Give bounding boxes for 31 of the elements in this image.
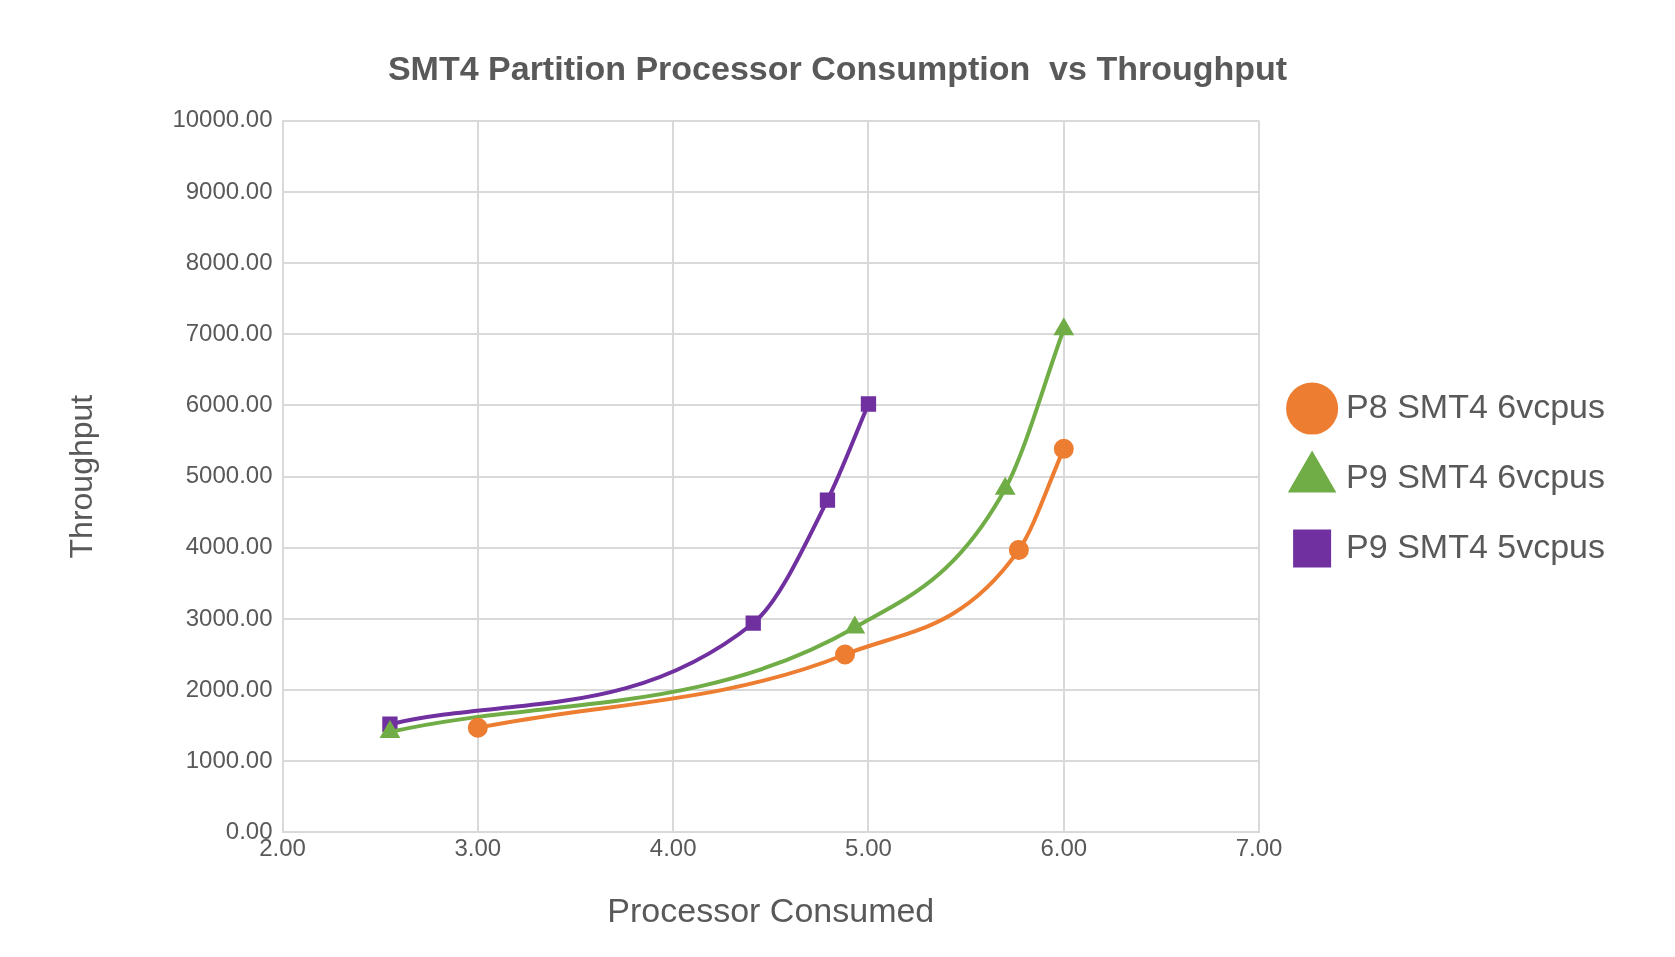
y-tick-label: 6000.00 xyxy=(185,390,273,418)
x-tick-label: 6.00 xyxy=(1040,834,1088,862)
y-tick-label: 10000.00 xyxy=(172,105,273,133)
point xyxy=(845,617,864,634)
y-tick-label: 2000.00 xyxy=(185,674,273,702)
point xyxy=(1054,319,1073,336)
x-tick-label: 4.00 xyxy=(649,834,697,862)
legend-label: P9 SMT4 6vcpus xyxy=(1346,456,1606,495)
point xyxy=(467,717,488,738)
y-tick-label: 1000.00 xyxy=(185,745,273,773)
y-tick-label: 3000.00 xyxy=(185,603,273,631)
y-tick-label: 7000.00 xyxy=(185,318,273,346)
point xyxy=(745,615,761,631)
chart-title: SMT4 Partition Processor Consumption vs Throughput xyxy=(387,48,1288,87)
point xyxy=(819,492,836,508)
x-axis-title: Processor Consumed xyxy=(607,890,935,929)
point xyxy=(381,722,399,739)
point xyxy=(1053,438,1074,459)
x-tick-label: 7.00 xyxy=(1235,834,1283,862)
legend-label: P9 SMT4 5vcpus xyxy=(1346,526,1606,565)
y-axis-title: Throughput xyxy=(63,394,100,559)
y-tick-label: 8000.00 xyxy=(185,247,273,275)
y-tick-label: 5000.00 xyxy=(185,461,273,489)
x-tick-label: 5.00 xyxy=(845,834,892,862)
point xyxy=(1008,539,1029,560)
point xyxy=(860,396,877,412)
point xyxy=(835,644,856,665)
x-tick-label: 3.00 xyxy=(454,834,502,862)
y-tick-label: 4000.00 xyxy=(185,532,273,560)
legend-label: P8 SMT4 6vcpus xyxy=(1346,386,1606,425)
y-tick-label: 9000.00 xyxy=(185,176,273,204)
